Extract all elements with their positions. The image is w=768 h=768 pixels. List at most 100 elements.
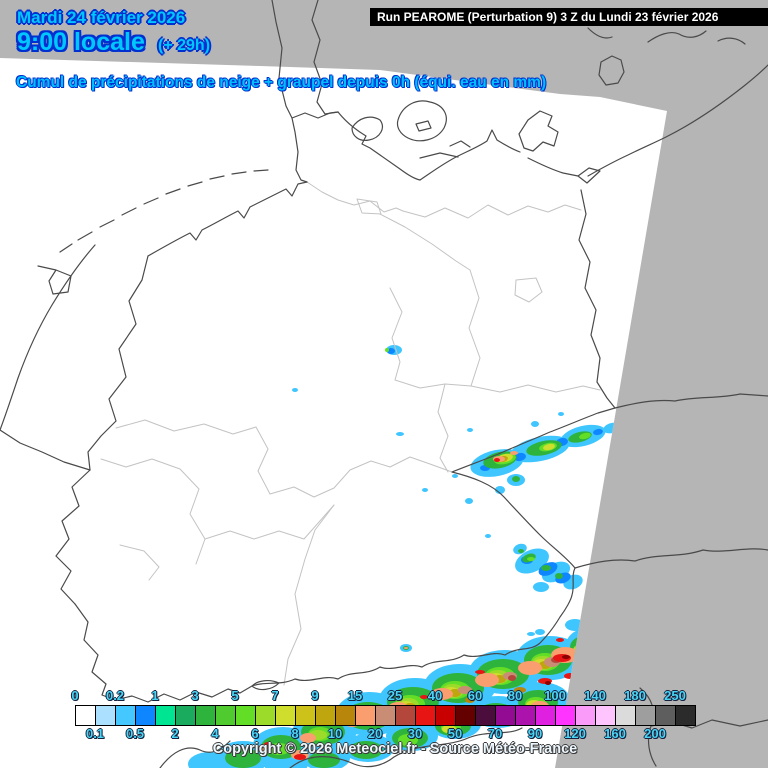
country-border-path [351,116,383,141]
run-info-text: Run PEAROME (Perturbation 9) 3 Z du Lund… [377,10,719,24]
precip-blob [533,582,549,592]
country-border-path [598,55,625,86]
state-border-path [470,384,601,393]
state-border-path [468,269,481,387]
state-border-path [402,204,582,219]
copyright-text: Copyright © 2026 Meteociel.fr - Source M… [212,741,578,757]
country-border-path [415,120,432,132]
precip-blob [495,486,505,494]
run-info-bar: Run PEAROME (Perturbation 9) 3 Z du Lund… [370,8,768,26]
precip-blob [404,647,408,649]
precip-blob [475,670,485,674]
precip-blob [514,687,526,693]
forecast-hour-offset: (+ 29h) [158,37,211,54]
precip-blob [387,348,395,354]
precip-blob [308,752,340,768]
precip-blob [349,741,383,759]
precip-blob [535,629,545,635]
precip-blob [343,717,361,727]
state-border-path [389,287,472,389]
country-border-path [159,727,523,768]
state-border-path [100,458,206,581]
country-border-path [87,255,149,471]
state-borders [100,181,601,686]
country-border-path [37,265,72,295]
country-border-path [147,181,308,257]
precip-blob [388,702,408,714]
precip-blob [475,673,499,687]
country-border-path [0,429,91,471]
state-border-path [269,456,453,498]
state-border-path [204,504,335,540]
country-border-path [518,110,559,152]
precip-blob [556,638,564,642]
country-border-path [74,603,116,701]
country-border-path [574,548,768,569]
country-border-path [419,140,471,159]
precip-blob [555,573,563,579]
precip-blob [490,714,506,722]
precip-blob [508,675,516,681]
country-border-path [577,167,601,184]
state-border-path [283,504,335,686]
precip-blob [562,655,570,659]
precip-blob [510,451,518,455]
state-border-path [115,419,257,435]
country-border-path [578,189,616,409]
precip-blob [465,498,473,504]
precip-blob [396,432,404,436]
country-border-path [0,244,96,431]
precip-blob [422,488,428,492]
precip-blob [425,707,435,713]
precip-blob [593,428,603,436]
precip-blob [398,734,418,746]
map-parameter-title: Cumul de précipitations de neige + graup… [16,74,547,91]
precip-blob [514,452,526,462]
country-border-path [251,680,280,691]
precip-blob [467,428,473,432]
country-border-path [55,469,91,605]
state-border-path [379,213,471,271]
state-border-path [514,277,543,303]
precip-blob [485,534,491,538]
country-border-path [451,407,616,569]
precip-blob [458,686,472,694]
precip-blob [431,688,453,700]
precip-blob [527,632,535,636]
precip-blob [258,744,272,752]
precip-blob [518,661,542,675]
precip-blob [268,743,290,755]
country-border-path [59,169,269,253]
precip-blob [294,754,306,760]
country-border-path [614,393,768,409]
country-border-path [419,129,579,181]
forecast-time: 9:00 locale [17,28,145,56]
country-border-path [587,27,746,45]
precip-blob [518,549,524,553]
precip-blob [579,432,591,440]
precip-blob [545,681,551,685]
precip-blob [420,695,428,699]
precip-blob [442,725,456,733]
country-border-path [291,111,339,119]
state-border-path [306,181,404,213]
precip-blob [558,412,564,416]
state-border-path [255,426,271,495]
precip-blob [531,701,549,711]
precip-blob [300,733,316,743]
country-border-path [251,567,576,687]
precip-blob [527,557,535,561]
country-border-path [114,685,253,703]
precip-blob [225,748,261,768]
country-border-path [587,64,768,177]
precip-blob [452,474,458,478]
country-border-path [311,0,339,115]
model-domain-area [0,58,667,768]
forecast-date: Mardi 24 février 2026 [17,8,186,27]
state-border-path [437,383,449,473]
precip-blob [188,752,232,768]
country-border-path [396,100,447,142]
